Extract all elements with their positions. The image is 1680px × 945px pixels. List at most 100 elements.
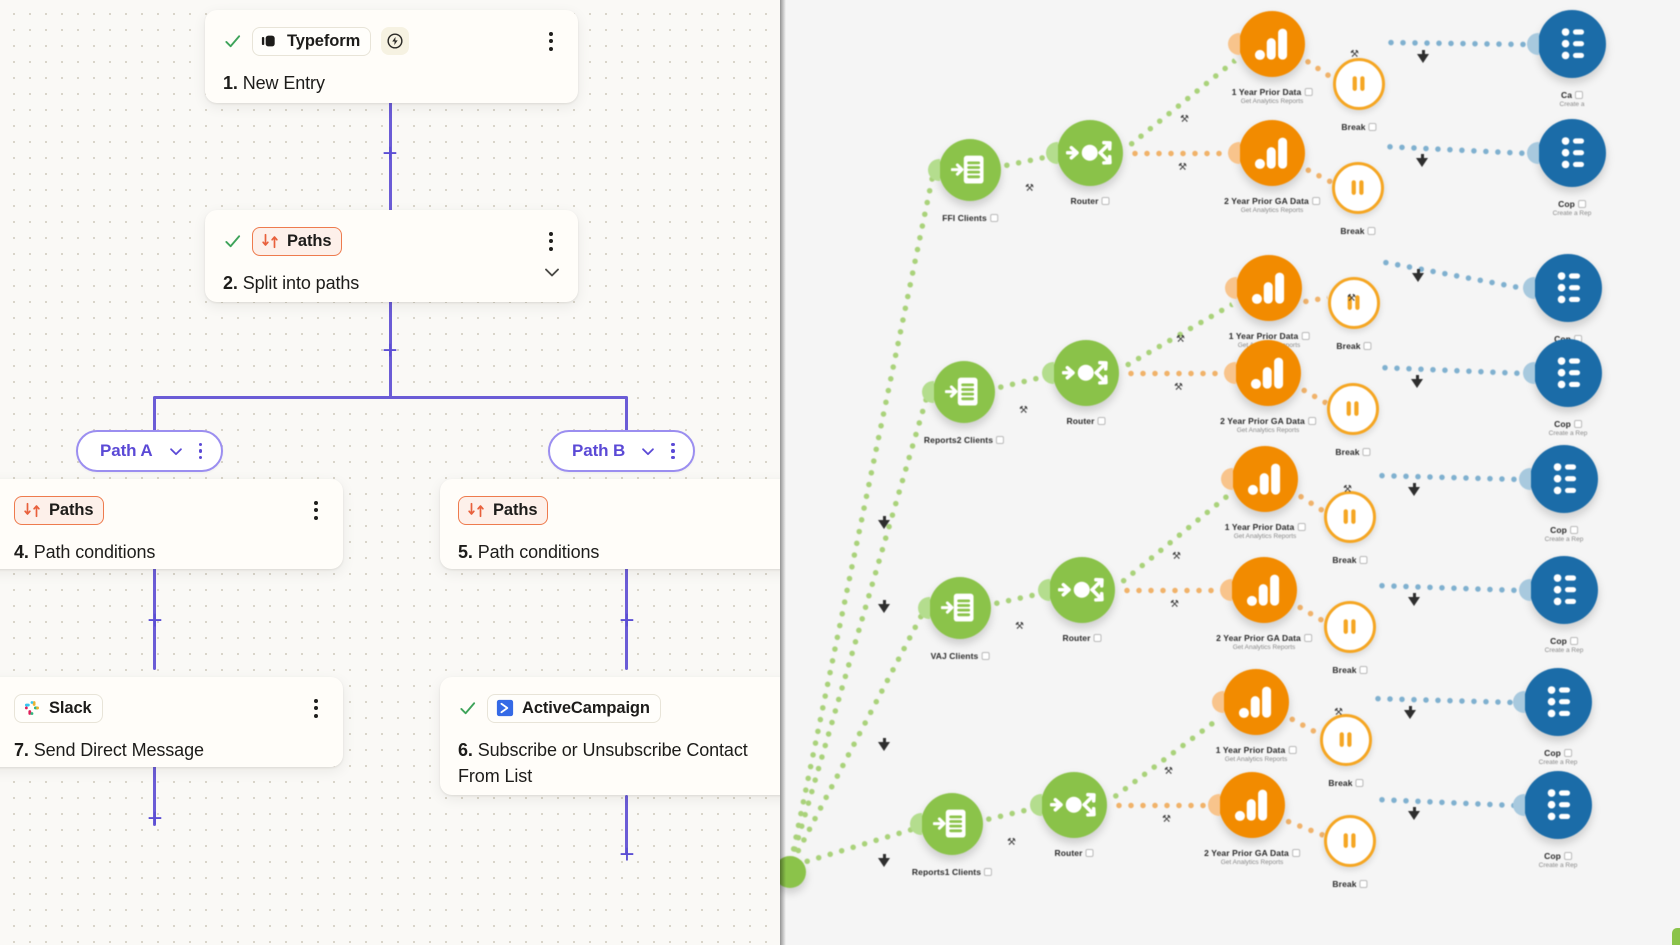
filter-icon[interactable] bbox=[878, 738, 890, 751]
module-break-5[interactable] bbox=[1324, 601, 1376, 653]
module-analytics-0[interactable] bbox=[1239, 11, 1305, 77]
module-sheet-5[interactable] bbox=[1530, 556, 1598, 624]
app-chip-paths[interactable]: Paths bbox=[458, 495, 549, 525]
filter-icon[interactable] bbox=[1416, 154, 1428, 167]
add-step-button-b2[interactable] bbox=[616, 845, 638, 867]
add-step-button-a1[interactable] bbox=[144, 611, 166, 633]
chevron-down-icon[interactable] bbox=[639, 442, 657, 460]
module-break-3[interactable] bbox=[1327, 383, 1379, 435]
module-router-1[interactable] bbox=[1053, 340, 1119, 406]
label-checkbox-icon[interactable] bbox=[1368, 123, 1377, 131]
label-checkbox-icon[interactable] bbox=[1311, 197, 1320, 205]
wrench-icon[interactable]: ⚒ bbox=[1350, 49, 1359, 60]
module-analytics-4[interactable] bbox=[1232, 446, 1298, 512]
filter-icon[interactable] bbox=[1412, 269, 1424, 282]
lightning-circle-icon[interactable] bbox=[381, 27, 410, 55]
label-checkbox-icon[interactable] bbox=[1093, 634, 1102, 642]
label-checkbox-icon[interactable] bbox=[1303, 634, 1312, 642]
chevron-down-icon[interactable] bbox=[167, 442, 185, 460]
step-2-menu-button[interactable] bbox=[540, 228, 562, 254]
step-card-4[interactable]: Paths 4. Path conditions bbox=[0, 479, 343, 569]
wrench-icon[interactable]: ⚒ bbox=[1334, 707, 1343, 718]
module-source-2[interactable] bbox=[929, 577, 991, 639]
module-router-0[interactable] bbox=[1057, 120, 1123, 186]
label-checkbox-icon[interactable] bbox=[1563, 852, 1572, 860]
wrench-icon[interactable]: ⚒ bbox=[1347, 293, 1356, 304]
label-checkbox-icon[interactable] bbox=[1362, 448, 1371, 456]
module-sheet-0[interactable] bbox=[1538, 10, 1606, 78]
label-checkbox-icon[interactable] bbox=[1563, 749, 1572, 757]
path-b-menu-button[interactable] bbox=[665, 440, 681, 462]
filter-icon[interactable] bbox=[1408, 593, 1420, 606]
wrench-icon[interactable]: ⚒ bbox=[1164, 766, 1173, 777]
label-checkbox-icon[interactable] bbox=[1359, 666, 1368, 674]
label-checkbox-icon[interactable] bbox=[1569, 637, 1578, 645]
app-chip-typeform[interactable]: Typeform bbox=[252, 26, 372, 56]
step-1-menu-button[interactable] bbox=[540, 28, 562, 54]
module-break-0[interactable] bbox=[1333, 58, 1385, 110]
label-checkbox-icon[interactable] bbox=[1085, 849, 1094, 857]
app-chip-activecampaign[interactable]: ActiveCampaign bbox=[487, 693, 661, 723]
app-chip-paths[interactable]: Paths bbox=[14, 495, 105, 525]
label-checkbox-icon[interactable] bbox=[996, 436, 1005, 444]
module-source-1[interactable] bbox=[933, 361, 995, 423]
label-checkbox-icon[interactable] bbox=[1359, 556, 1368, 564]
filter-icon[interactable] bbox=[1404, 706, 1416, 719]
label-checkbox-icon[interactable] bbox=[1569, 526, 1578, 534]
wrench-icon[interactable]: ⚒ bbox=[1170, 599, 1179, 610]
label-checkbox-icon[interactable] bbox=[1577, 200, 1586, 208]
add-step-button-2[interactable] bbox=[379, 341, 401, 363]
add-step-button-a2[interactable] bbox=[144, 809, 166, 831]
app-chip-paths[interactable]: Paths bbox=[252, 226, 343, 256]
app-chip-slack[interactable]: Slack bbox=[14, 693, 103, 723]
filter-icon[interactable] bbox=[1417, 50, 1429, 63]
module-analytics-1[interactable] bbox=[1239, 120, 1305, 186]
label-checkbox-icon[interactable] bbox=[1307, 417, 1316, 425]
label-checkbox-icon[interactable] bbox=[1097, 417, 1106, 425]
step-card-6[interactable]: ActiveCampaign 6. Subscribe or Unsubscri… bbox=[440, 677, 780, 795]
module-source-0[interactable] bbox=[939, 139, 1001, 201]
wrench-icon[interactable]: ⚒ bbox=[1162, 814, 1171, 825]
step-4-menu-button[interactable] bbox=[305, 497, 327, 523]
label-checkbox-icon[interactable] bbox=[1363, 342, 1372, 350]
module-router-3[interactable] bbox=[1041, 772, 1107, 838]
label-checkbox-icon[interactable] bbox=[1101, 197, 1110, 205]
module-origin[interactable] bbox=[780, 856, 806, 888]
label-checkbox-icon[interactable] bbox=[981, 652, 990, 660]
step-card-7[interactable]: Slack 7. Send Direct Message bbox=[0, 677, 343, 767]
module-analytics-7[interactable] bbox=[1219, 772, 1285, 838]
label-checkbox-icon[interactable] bbox=[1288, 746, 1297, 754]
label-checkbox-icon[interactable] bbox=[989, 214, 998, 222]
wrench-icon[interactable]: ⚒ bbox=[1019, 405, 1028, 416]
module-sheet-3[interactable] bbox=[1534, 339, 1602, 407]
label-checkbox-icon[interactable] bbox=[1304, 88, 1313, 96]
palette-tab-green[interactable] bbox=[1672, 928, 1680, 945]
module-analytics-2[interactable] bbox=[1236, 255, 1302, 321]
path-a-menu-button[interactable] bbox=[193, 440, 209, 462]
module-analytics-5[interactable] bbox=[1231, 557, 1297, 623]
module-break-2[interactable] bbox=[1328, 277, 1380, 329]
wrench-icon[interactable]: ⚒ bbox=[1343, 484, 1352, 495]
path-b-pill[interactable]: Path B bbox=[548, 430, 696, 472]
label-checkbox-icon[interactable] bbox=[1575, 91, 1584, 99]
label-checkbox-icon[interactable] bbox=[1291, 849, 1300, 857]
step-7-menu-button[interactable] bbox=[305, 695, 327, 721]
path-a-pill[interactable]: Path A bbox=[76, 430, 223, 472]
filter-icon[interactable] bbox=[878, 600, 890, 613]
zap-editor-canvas[interactable]: Typeform 1. New Entry bbox=[0, 0, 780, 945]
module-router-2[interactable] bbox=[1049, 557, 1115, 623]
module-analytics-3[interactable] bbox=[1235, 340, 1301, 406]
label-checkbox-icon[interactable] bbox=[1359, 880, 1368, 888]
module-break-1[interactable] bbox=[1332, 162, 1384, 214]
label-checkbox-icon[interactable] bbox=[1573, 420, 1582, 428]
module-sheet-6[interactable] bbox=[1524, 668, 1592, 736]
make-scenario-canvas[interactable]: FFI Clients Router 1 Year Prior Data Get An… bbox=[780, 0, 1680, 945]
chevron-down-icon[interactable] bbox=[542, 262, 562, 282]
step-card-1[interactable]: Typeform 1. New Entry bbox=[205, 10, 578, 103]
wrench-icon[interactable]: ⚒ bbox=[1172, 551, 1181, 562]
label-checkbox-icon[interactable] bbox=[1301, 332, 1310, 340]
filter-icon[interactable] bbox=[878, 854, 890, 867]
label-checkbox-icon[interactable] bbox=[1297, 523, 1306, 531]
wrench-icon[interactable]: ⚒ bbox=[1025, 183, 1034, 194]
filter-icon[interactable] bbox=[1411, 375, 1423, 388]
